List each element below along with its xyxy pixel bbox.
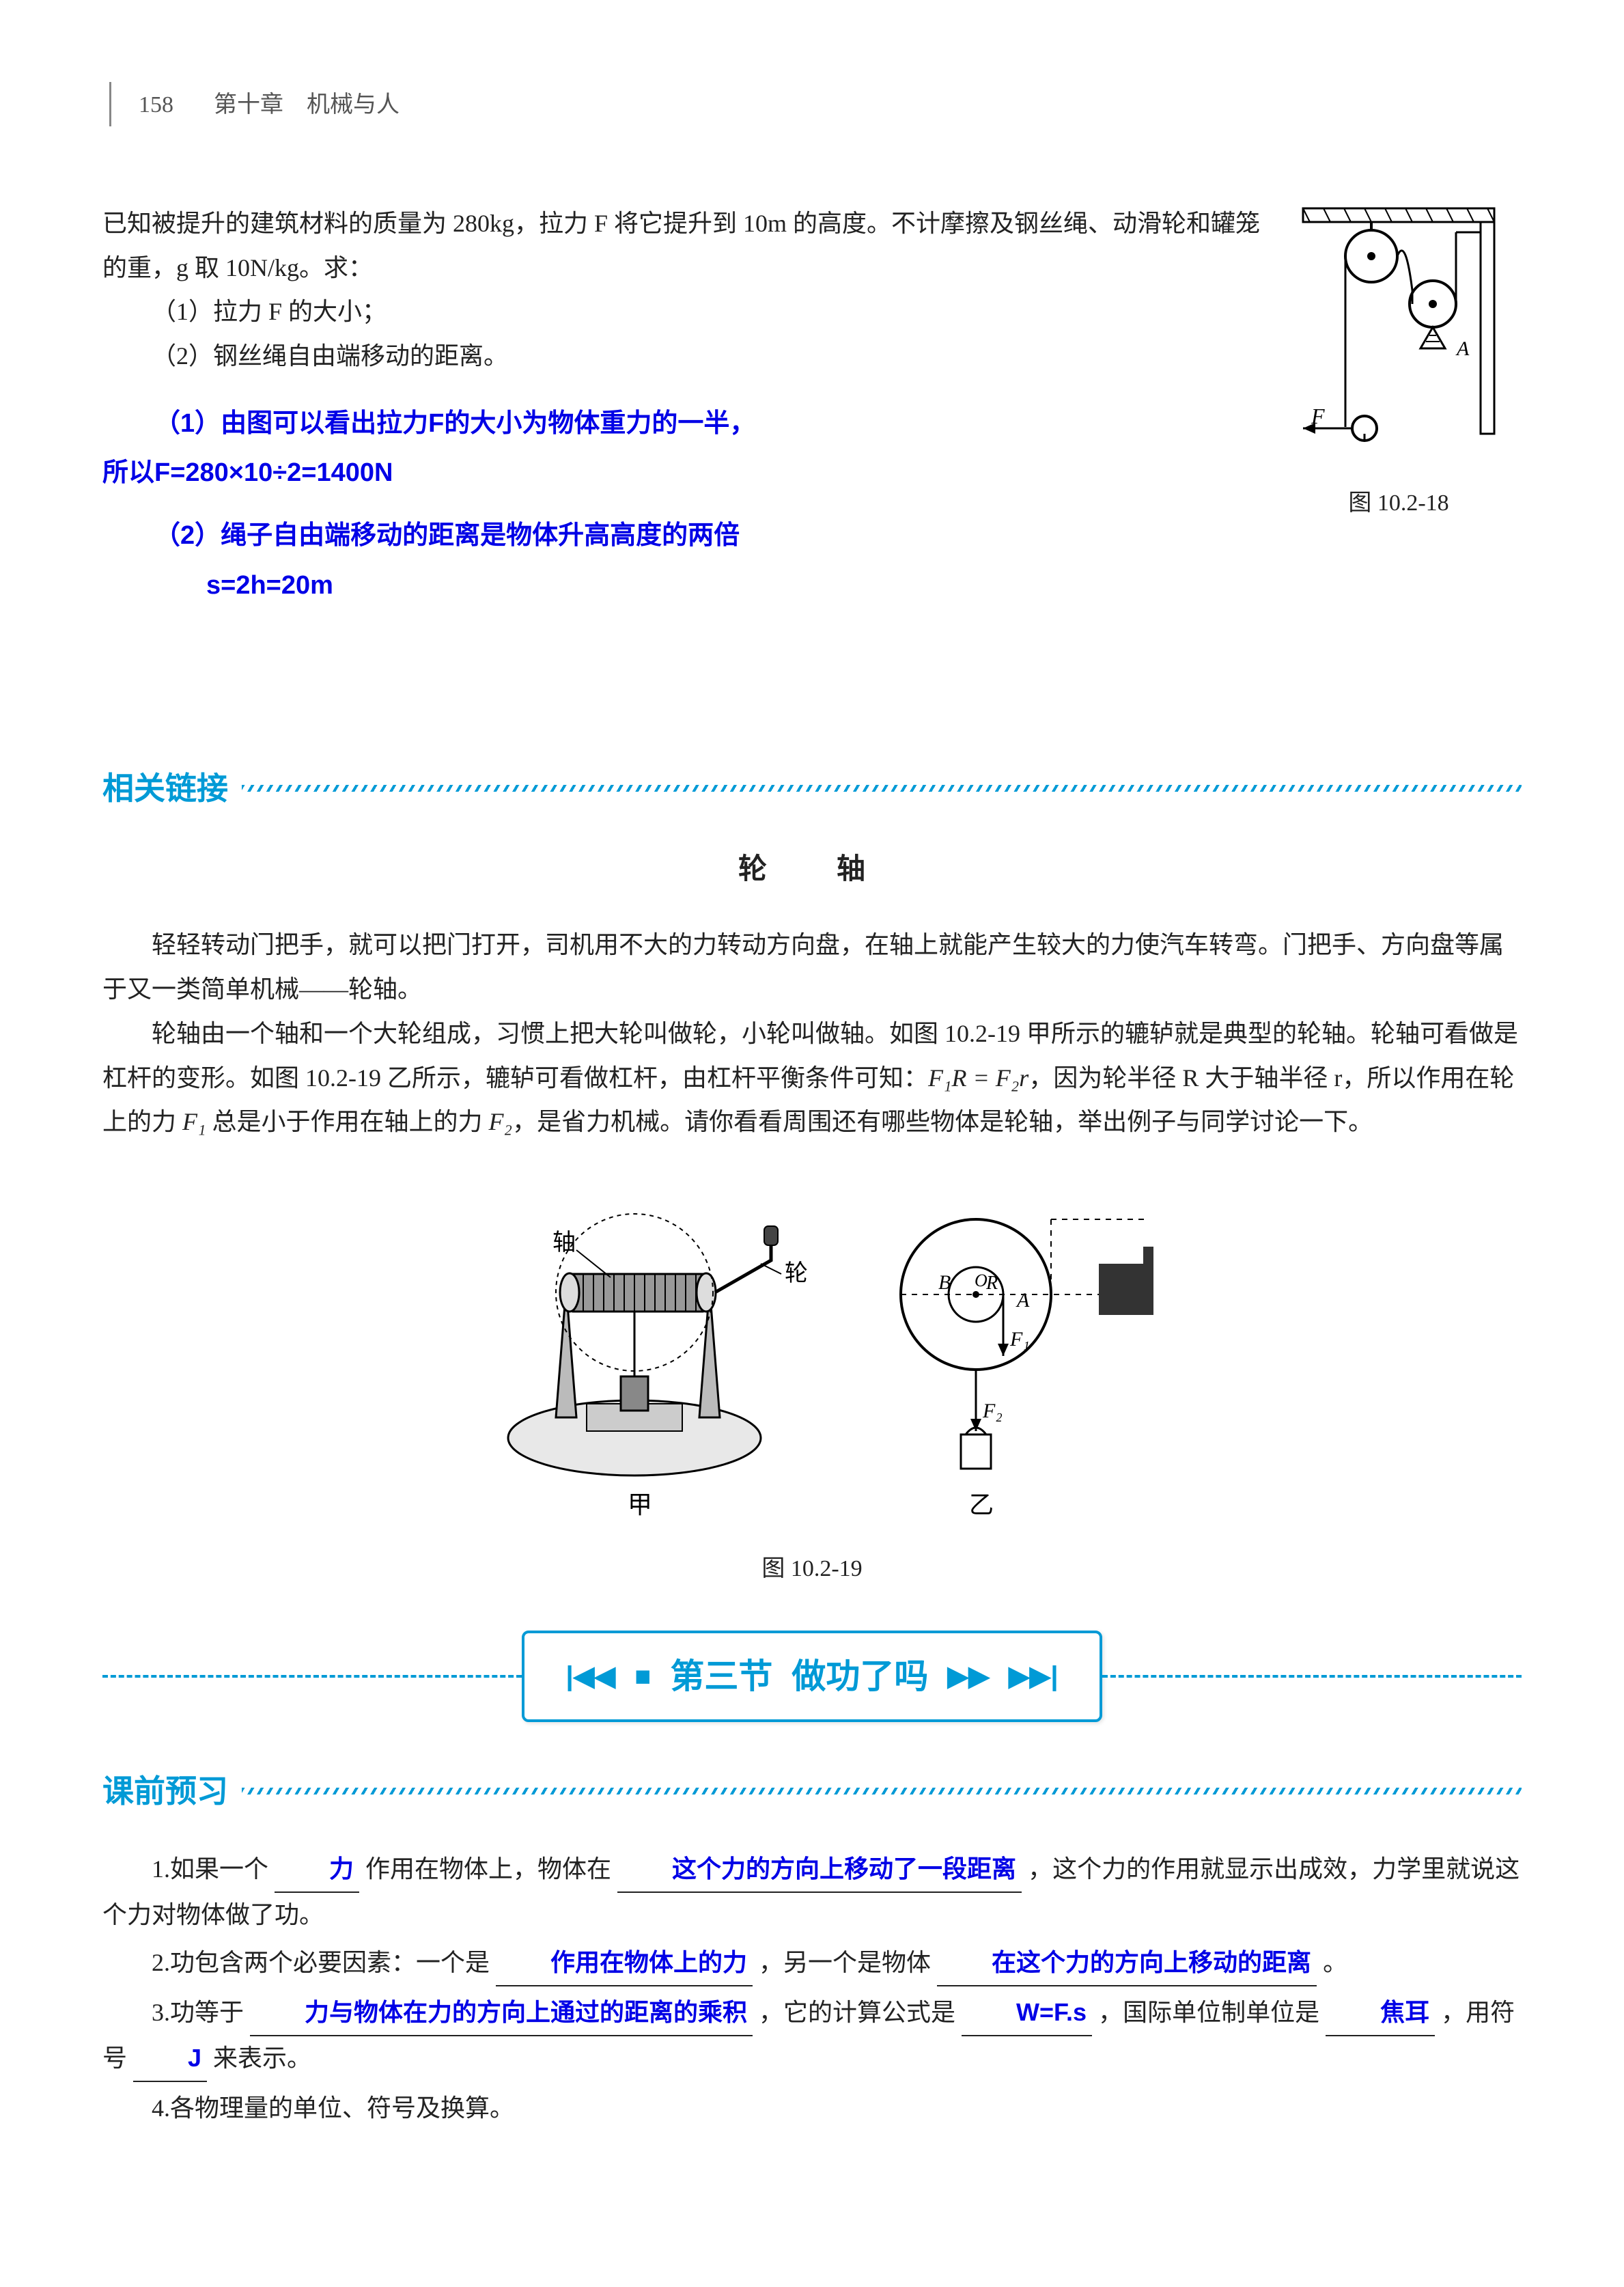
q2-ans1: 作用在物体上的力 (496, 1941, 753, 1986)
section-title-preview: 课前预习 (102, 1763, 228, 1820)
svg-text:R: R (985, 1273, 998, 1294)
banner-text-1: 第三节 (670, 1646, 772, 1707)
svg-text:轴: 轴 (552, 1230, 576, 1256)
banner-text-2: 做功了吗 (792, 1646, 928, 1707)
q3-ans2: W=F.s (962, 1991, 1092, 2036)
q3-ans4: J (133, 2036, 207, 2082)
svg-text:F: F (1311, 404, 1325, 428)
svg-text:A: A (1455, 337, 1470, 360)
page-number: 158 (139, 84, 173, 126)
q1-ans1: 力 (275, 1847, 359, 1893)
problem-text: 已知被提升的建筑材料的质量为 280kg，拉力 F 将它提升到 10m 的高度。… (102, 202, 1263, 610)
winch-diagram-icon: 轴 轮 甲 B O (436, 1172, 1188, 1527)
q3-ans3: 焦耳 (1326, 1991, 1435, 2036)
banner-dash-right-icon (1102, 1675, 1522, 1678)
preview-q3: 3.功等于 力与物体在力的方向上通过的距离的乘积 ，它的计算公式是 W=F.s … (102, 1991, 1522, 2082)
svg-text:A: A (1016, 1289, 1030, 1312)
chapter-title: 第十章 机械与人 (214, 84, 400, 126)
section-linked-header: 相关链接 (102, 760, 1522, 817)
figure-winch: 轴 轮 甲 B O (102, 1172, 1522, 1590)
q3b: ，它的计算公式是 (759, 1999, 955, 2026)
preview-q2: 2.功包含两个必要因素：一个是 作用在物体上的力 ，另一个是物体 在这个力的方向… (102, 1941, 1522, 1986)
svg-text:甲: 甲 (628, 1491, 652, 1519)
figure-caption-winch: 图 10.2-19 (102, 1548, 1522, 1590)
linked-f2: F₂ (489, 1108, 513, 1135)
svg-text:F₂: F₂ (982, 1400, 1003, 1422)
play-icon: ▶▶ (947, 1652, 990, 1701)
answer-1-line2: 所以F=280×10÷2=1400N (102, 448, 1263, 497)
answer-1-line1: （1）由图可以看出拉力F的大小为物体重力的一半， (102, 399, 1263, 448)
section-banner-row: |◀◀ ■ 第三节 做功了吗 ▶▶ ▶▶| (102, 1631, 1522, 1722)
q3c: ，国际单位制单位是 (1098, 1999, 1319, 2026)
linked-para2c: 总是小于作用在轴上的力 (206, 1108, 489, 1135)
q2-ans2: 在这个力的方向上移动的距离 (937, 1941, 1317, 1986)
q3a: 3.功等于 (152, 1999, 244, 2026)
figure-caption-pulley: 图 10.2-18 (1283, 482, 1515, 524)
section-banner: |◀◀ ■ 第三节 做功了吗 ▶▶ ▶▶| (522, 1631, 1102, 1722)
problem-block: 已知被提升的建筑材料的质量为 280kg，拉力 F 将它提升到 10m 的高度。… (102, 202, 1522, 610)
q2a: 2.功包含两个必要因素：一个是 (152, 1949, 490, 1976)
linked-para1: 轻轻转动门把手，就可以把门打开，司机用不大的力转动方向盘，在轴上就能产生较大的力… (102, 923, 1522, 1012)
stop-icon: ■ (634, 1652, 651, 1701)
q3-ans1: 力与物体在力的方向上通过的距离的乘积 (250, 1991, 753, 2036)
linked-title: 轮 轴 (102, 844, 1522, 896)
decor-hatch-icon (242, 785, 1522, 792)
q2b: ，另一个是物体 (759, 1949, 931, 1976)
q1b: 作用在物体上，物体在 (365, 1855, 611, 1883)
svg-text:乙: 乙 (969, 1491, 994, 1519)
q3e: 来表示。 (213, 2045, 311, 2072)
problem-q1: （1）拉力 F 的大小； (102, 290, 1263, 334)
decor-hatch2-icon (242, 1788, 1522, 1794)
svg-text:F₁: F₁ (1009, 1328, 1030, 1350)
preview-q4: 4.各物理量的单位、符号及换算。 (102, 2086, 1522, 2131)
q1-ans2: 这个力的方向上移动了一段距离 (617, 1847, 1022, 1893)
linked-f1: F₁ (182, 1108, 206, 1135)
page-header: 158 第十章 机械与人 (109, 82, 1522, 126)
preview-list: 1.如果一个 力 作用在物体上，物体在 这个力的方向上移动了一段距离 ，这个力的… (102, 1847, 1522, 2131)
problem-intro: 已知被提升的建筑材料的质量为 280kg，拉力 F 将它提升到 10m 的高度。… (102, 202, 1263, 290)
linked-eq: F₁R = F₂r (928, 1064, 1028, 1092)
figure-pulley: A F 图 10.2-18 (1283, 202, 1515, 524)
svg-text:B: B (938, 1271, 951, 1294)
problem-q2: （2）钢丝绳自由端移动的距离。 (102, 334, 1263, 378)
svg-text:轮: 轮 (785, 1260, 808, 1286)
prev-icon: |◀◀ (565, 1652, 615, 1701)
section-preview-header: 课前预习 (102, 1763, 1522, 1820)
pulley-diagram-icon: A F (1296, 202, 1501, 461)
q1a: 1.如果一个 (152, 1855, 268, 1883)
banner-dash-left-icon (102, 1675, 522, 1678)
next-icon: ▶▶| (1009, 1652, 1059, 1701)
linked-para2: 轮轴由一个轴和一个大轮组成，习惯上把大轮叫做轮，小轮叫做轴。如图 10.2-19… (102, 1012, 1522, 1144)
answer-2-line1: （2）绳子自由端移动的距离是物体升高高度的两倍 (102, 511, 1263, 560)
section-title-linked: 相关链接 (102, 760, 228, 817)
linked-para2d: ，是省力机械。请你看看周围还有哪些物体是轮轴，举出例子与同学讨论一下。 (512, 1108, 1373, 1135)
q2c: 。 (1323, 1949, 1347, 1976)
preview-q1: 1.如果一个 力 作用在物体上，物体在 这个力的方向上移动了一段距离 ，这个力的… (102, 1847, 1522, 1937)
answer-2-line2: s=2h=20m (102, 561, 1263, 610)
